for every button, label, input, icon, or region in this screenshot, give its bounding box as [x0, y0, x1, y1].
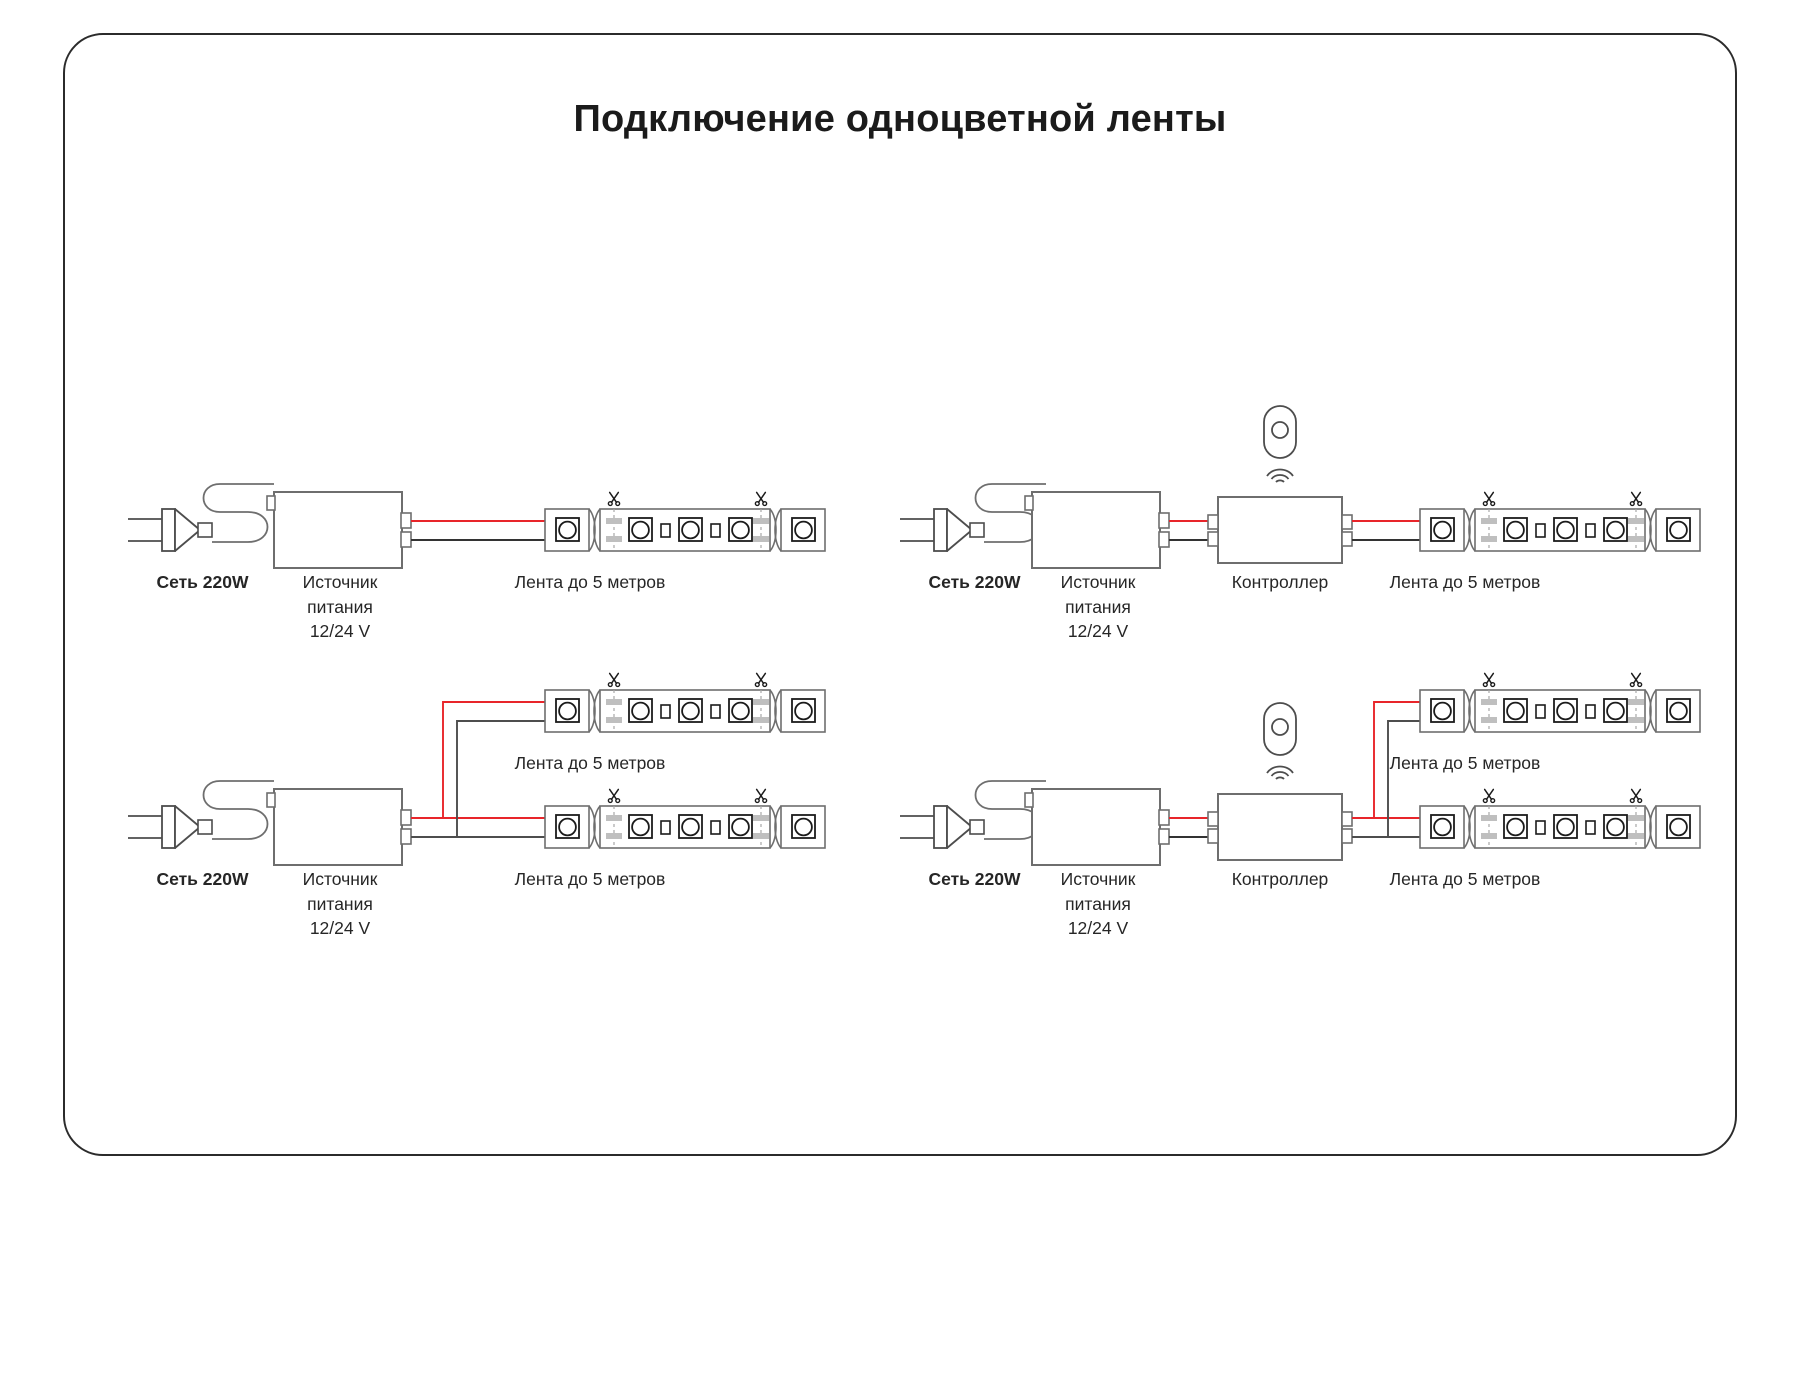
label-mains-bottom-right: Сеть 220W: [928, 869, 1021, 889]
label-strip-top-left: Лента до 5 метров: [514, 572, 666, 592]
label-controller-bottom-right: Контроллер: [1231, 869, 1329, 889]
power-supply-block: [1024, 491, 1170, 569]
remote-control-icon: [1263, 405, 1297, 483]
label-mains-top-right: Сеть 220W: [928, 572, 1021, 592]
wire-positive-branch: [411, 701, 545, 819]
label-power-supply-voltage-top-left: 12/24 V: [309, 621, 371, 641]
label-mains-top-left: Сеть 220W: [156, 572, 249, 592]
led-strip: [1418, 788, 1702, 850]
label-strip-top-right: Лента до 5 метров: [1389, 572, 1541, 592]
label-power-supply-bottom-left: Источник питания: [302, 869, 378, 914]
led-strip: [543, 672, 827, 734]
psu-cord: [202, 780, 275, 840]
mains-plug-icon: [127, 508, 213, 552]
label-strip-bottom-bottom-left: Лента до 5 метров: [514, 869, 666, 889]
diagram-card-frame: [63, 33, 1737, 1156]
led-strip: [1418, 491, 1702, 553]
diagram-bottom-right: [899, 672, 1702, 866]
wire-negative-branch: [411, 720, 545, 838]
label-strip-bottom-bottom-right: Лента до 5 метров: [1389, 869, 1541, 889]
led-strip: [543, 788, 827, 850]
label-power-supply-voltage-bottom-left: 12/24 V: [309, 918, 371, 938]
label-mains-bottom-left: Сеть 220W: [156, 869, 249, 889]
led-strip: [1418, 672, 1702, 734]
page-title: Подключение одноцветной ленты: [573, 98, 1227, 140]
label-power-supply-voltage-bottom-right: 12/24 V: [1067, 918, 1129, 938]
diagram-bottom-left: [127, 672, 827, 866]
label-strip-top-bottom-right: Лента до 5 метров: [1389, 753, 1541, 773]
power-supply-block: [1024, 788, 1170, 866]
mains-plug-icon: [899, 805, 985, 849]
label-power-supply-bottom-right: Источник питания: [1060, 869, 1136, 914]
mains-plug-icon: [899, 508, 985, 552]
controller-block: [1207, 793, 1353, 861]
label-power-supply-top-right: Источник питания: [1060, 572, 1136, 617]
power-supply-block: [266, 491, 412, 569]
remote-control-icon: [1263, 702, 1297, 780]
controller-block: [1207, 496, 1353, 564]
diagram-top-left: [127, 483, 827, 569]
led-strip: [543, 491, 827, 553]
label-strip-top-bottom-left: Лента до 5 метров: [514, 753, 666, 773]
psu-cord: [202, 483, 275, 543]
wire-negative-branch: [1352, 720, 1420, 838]
label-power-supply-voltage-top-right: 12/24 V: [1067, 621, 1129, 641]
power-supply-block: [266, 788, 412, 866]
wire-positive-branch: [1352, 701, 1420, 819]
mains-plug-icon: [127, 805, 213, 849]
label-controller-top-right: Контроллер: [1231, 572, 1329, 592]
diagram-top-right: [899, 405, 1702, 569]
label-power-supply-top-left: Источник питания: [302, 572, 378, 617]
